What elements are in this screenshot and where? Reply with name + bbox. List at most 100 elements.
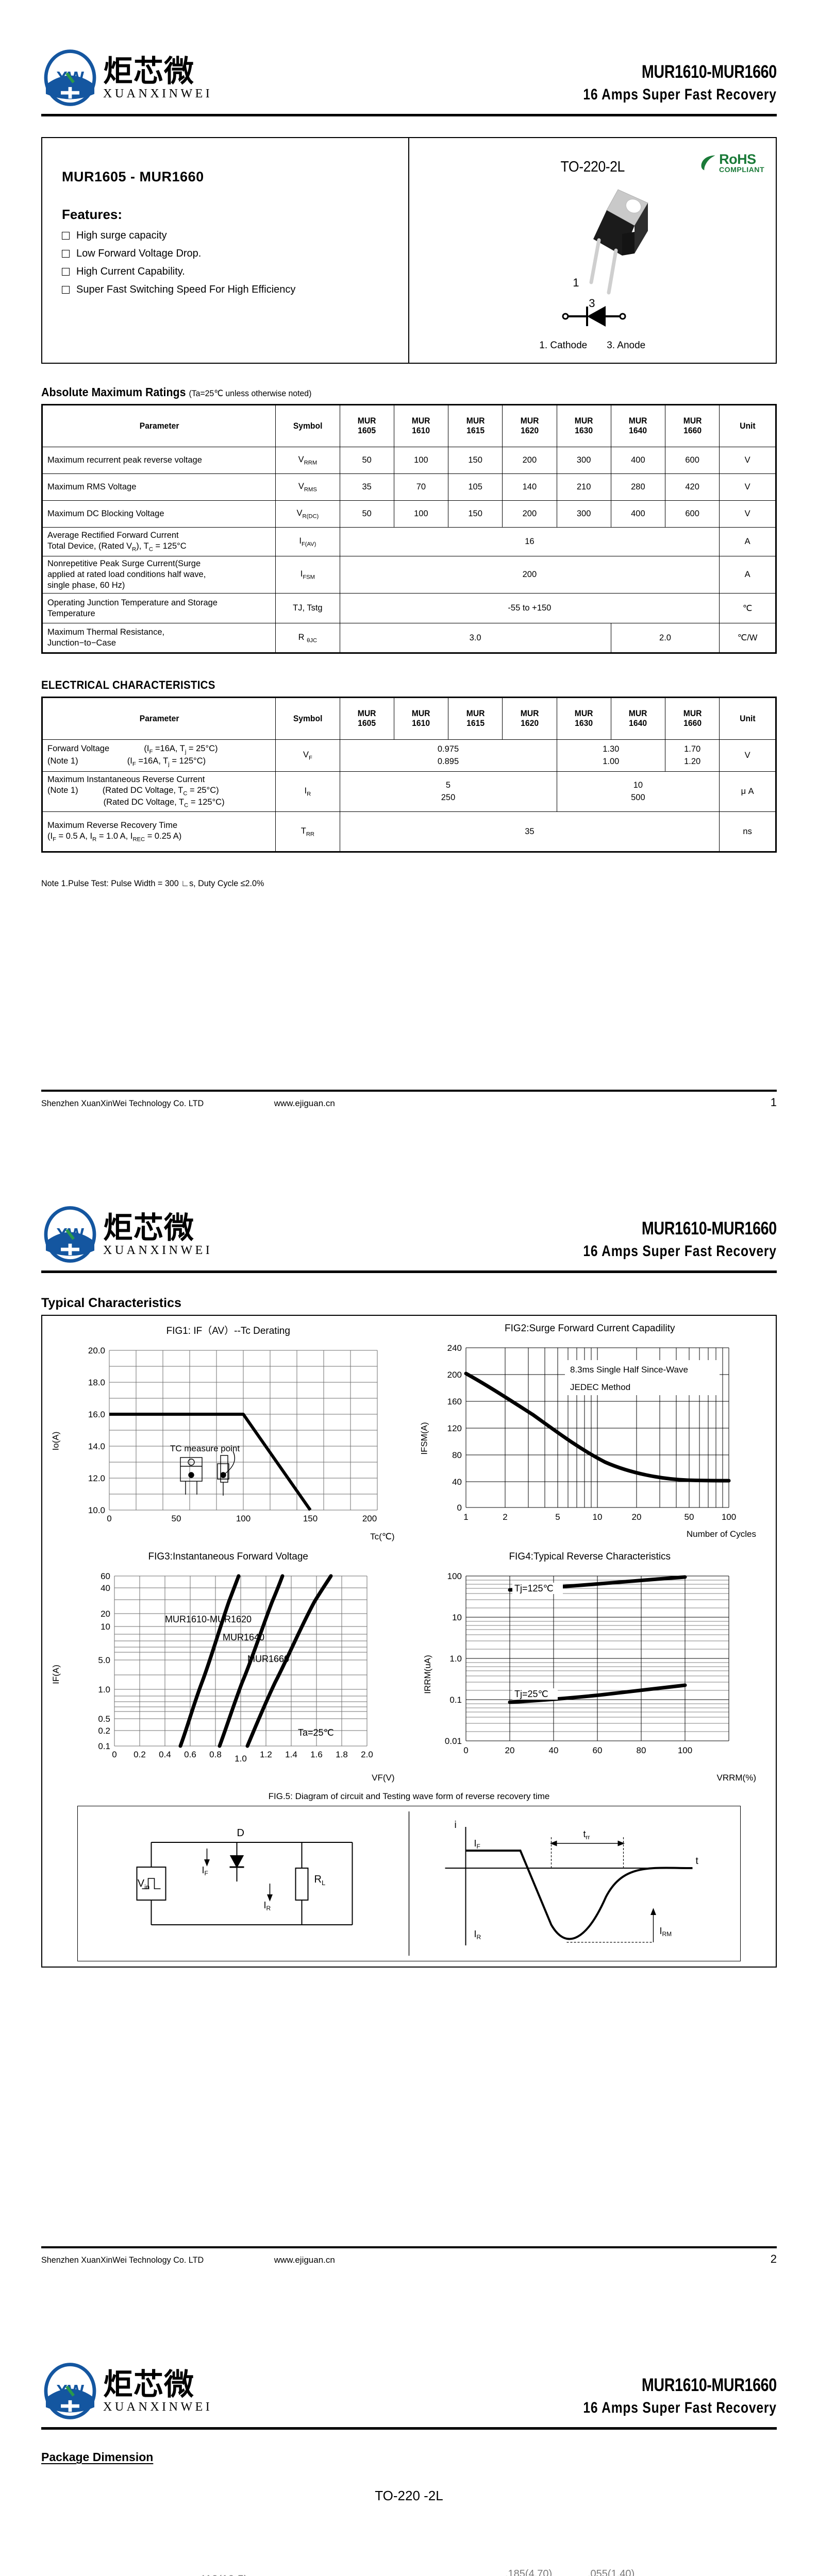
document-header: XW 炬芯微 XUANXINWEI MUR1610-MUR1660 16 Amp… xyxy=(41,2313,777,2420)
svg-text:20.0: 20.0 xyxy=(88,1346,105,1355)
svg-text:120: 120 xyxy=(447,1423,461,1433)
fig1-title: FIG1: IF（AV）--Tc Derating xyxy=(166,1326,290,1336)
cell-unit: ns xyxy=(719,811,776,853)
table-row: Maximum Reverse Recovery Time (IF = 0.5 … xyxy=(41,811,776,853)
fig2-title: FIG2:Surge Forward Current Capadility xyxy=(504,1323,675,1334)
svg-text:60: 60 xyxy=(592,1745,602,1755)
svg-text:0.2: 0.2 xyxy=(133,1750,146,1759)
to220-package-photo xyxy=(589,189,648,295)
table-row: Maximum Instantaneous Reverse Current (N… xyxy=(41,771,776,812)
cell-value: 150 xyxy=(448,447,503,474)
cell-value: 200 xyxy=(502,500,557,528)
checkbox-icon xyxy=(62,250,70,258)
fig2-annotation-2: JEDEC Method xyxy=(570,1382,630,1392)
logo-chinese-name: 炬芯微 xyxy=(103,53,195,89)
th-symbol: Symbol xyxy=(277,697,339,740)
pin-legend: 1. Cathode 3. Anode xyxy=(409,340,776,351)
pin-legend-anode: 3. Anode xyxy=(607,340,646,351)
feature-item: High Current Capability. xyxy=(62,266,393,277)
cell-unit: μ A xyxy=(719,771,776,812)
cell-value: 600 xyxy=(665,447,720,474)
cell-parameter: Nonrepetitive Peak Surge Current(Surge a… xyxy=(41,555,276,594)
th-mur1605: MUR 1605 xyxy=(341,404,393,447)
footer-url[interactable]: www.ejiguan.cn xyxy=(274,1098,335,1108)
svg-text:1.0: 1.0 xyxy=(449,1654,462,1664)
cell-symbol: IFSM xyxy=(275,555,340,594)
feature-label: Super Fast Switching Speed For High Effi… xyxy=(76,284,296,295)
cell-value: 400 xyxy=(610,447,666,474)
table-row: Maximum recurrent peak reverse voltage V… xyxy=(41,447,776,474)
svg-text:100: 100 xyxy=(236,1514,251,1523)
svg-text:1.0: 1.0 xyxy=(98,1685,110,1694)
checkbox-icon xyxy=(62,286,70,294)
svg-text:0: 0 xyxy=(112,1750,116,1759)
svg-text:0.2: 0.2 xyxy=(98,1726,110,1736)
header-divider xyxy=(41,114,777,116)
svg-text:200: 200 xyxy=(447,1370,461,1380)
fig1-xlabel: Tc(℃) xyxy=(370,1532,395,1541)
svg-text:IRM: IRM xyxy=(660,1926,672,1938)
footer-company: Shenzhen XuanXinWei Technology Co. LTD xyxy=(41,2255,204,2265)
cell-parameter: Operating Junction Temperature and Stora… xyxy=(41,593,276,624)
svg-text:16.0: 16.0 xyxy=(88,1410,105,1419)
cell-value-split: 3.0 xyxy=(339,623,611,654)
features-panel: MUR1605 - MUR1660 Features: High surge c… xyxy=(42,138,409,363)
dim-side-t-1: .055(1.40) xyxy=(588,2568,635,2576)
svg-text:IR: IR xyxy=(264,1900,271,1912)
cell-symbol: TJ, Tstg xyxy=(275,593,340,624)
package-dimension-heading: Package Dimension xyxy=(41,2450,154,2464)
page-footer: Shenzhen XuanXinWei Technology Co. LTD w… xyxy=(41,2246,777,2266)
svg-text:IF: IF xyxy=(202,1865,208,1877)
table-row: Maximum DC Blocking Voltage VR(DC) 50 10… xyxy=(41,500,776,528)
company-logo: XW 炬芯微 XUANXINWEI xyxy=(41,2362,212,2420)
svg-text:10: 10 xyxy=(592,1512,602,1522)
cell-value: 200 xyxy=(502,447,557,474)
cell-value: 70 xyxy=(393,473,449,501)
footer-url[interactable]: www.ejiguan.cn xyxy=(274,2255,335,2265)
svg-text:t: t xyxy=(696,1856,699,1867)
footer-divider xyxy=(41,2246,777,2248)
amr-heading: Absolute Maximum Ratings (Ta=25℃ unless … xyxy=(41,385,725,399)
logo-english-name: XUANXINWEI xyxy=(103,87,213,100)
feature-label: Low Forward Voltage Drop. xyxy=(76,248,202,259)
features-package-box: MUR1605 - MUR1660 Features: High surge c… xyxy=(41,137,777,364)
diode-symbol-icon xyxy=(562,306,626,327)
package-drawing: .412(10.5) MAX DIA .165(4.20) .145(3.68)… xyxy=(41,2513,777,2576)
document-header: XW 炬芯微 XUANXINWEI MUR1610-MUR1660 16 Amp… xyxy=(41,0,777,107)
page-subtitle: 16 Amps Super Fast Recovery xyxy=(583,86,777,103)
cell-value-merged: 35 xyxy=(339,811,720,853)
svg-text:0.4: 0.4 xyxy=(159,1750,171,1759)
footer-company: Shenzhen XuanXinWei Technology Co. LTD xyxy=(41,1098,204,1108)
svg-text:0.8: 0.8 xyxy=(209,1750,222,1759)
table-header-row: Parameter Symbol MUR 1605 MUR 1610 MUR 1615… xyxy=(42,404,776,447)
cell-symbol: IF(AV) xyxy=(275,527,340,556)
footer-page-number: 2 xyxy=(770,2252,777,2265)
pin-number-1: 1 xyxy=(573,276,579,289)
cell-unit: V xyxy=(719,473,776,501)
cell-parameter: Maximum Instantaneous Reverse Current (N… xyxy=(41,771,276,812)
feature-item: High surge capacity xyxy=(62,230,393,241)
fig1-plot: 20.0 18.0 16.0 14.0 12.0 10.0 0 50 100 xyxy=(88,1346,378,1523)
svg-text:0: 0 xyxy=(457,1503,461,1513)
leaf-icon xyxy=(701,155,715,171)
pin-legend-cathode: 1. Cathode xyxy=(539,340,588,351)
svg-text:5.0: 5.0 xyxy=(98,1655,110,1665)
svg-text:80: 80 xyxy=(452,1450,462,1460)
fig3-curve-mur1610-1620 xyxy=(178,1574,241,1748)
document-header: XW 炬芯微 XUANXINWEI MUR1610-MUR1660 16 Amp… xyxy=(41,1157,777,1263)
checkbox-icon xyxy=(62,232,70,240)
cell-value: 600 xyxy=(665,500,720,528)
dim-width: .412(10.5) xyxy=(196,2573,247,2576)
dim-side-w-1: .185(4.70) xyxy=(505,2568,552,2576)
cell-symbol: VRMS xyxy=(275,473,340,501)
svg-text:160: 160 xyxy=(447,1397,461,1406)
cell-unit: V xyxy=(719,447,776,474)
cell-unit: V xyxy=(719,500,776,528)
cell-parameter: Maximum Reverse Recovery Time (IF = 0.5 … xyxy=(41,811,276,853)
svg-text:40: 40 xyxy=(452,1477,462,1487)
svg-text:1.0: 1.0 xyxy=(235,1754,247,1764)
logo-chinese-name: 炬芯微 xyxy=(103,1210,195,1245)
cell-symbol: IR xyxy=(275,771,340,812)
cell-value: 210 xyxy=(556,473,611,501)
cell-symbol: R θJC xyxy=(275,623,340,654)
